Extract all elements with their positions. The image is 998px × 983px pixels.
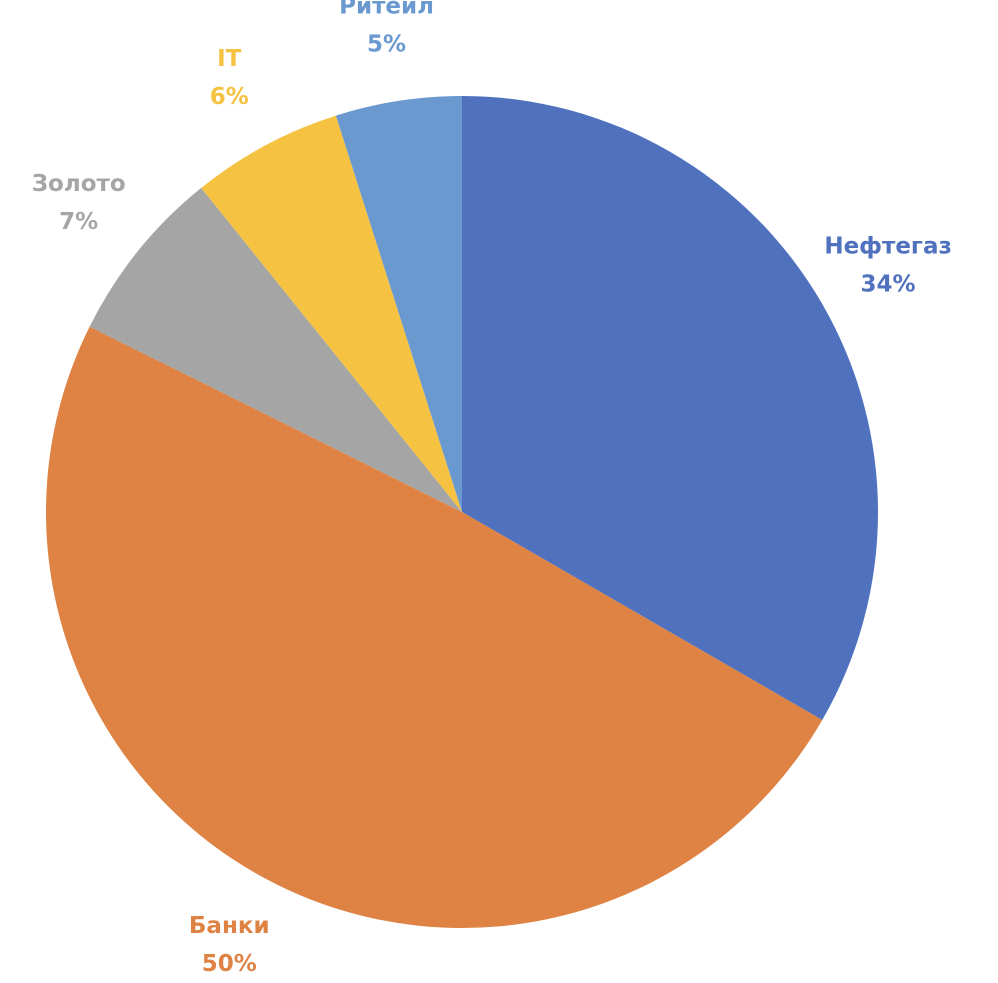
pie-slice	[45, 326, 823, 929]
slice-label: Банки	[189, 913, 270, 939]
slice-label: IT	[217, 46, 242, 72]
slice-value-label: 50%	[202, 951, 257, 977]
pie-slice	[462, 96, 878, 720]
pie-slice	[201, 115, 462, 513]
slice-value-label: 5%	[367, 31, 406, 57]
pie-slice	[89, 187, 463, 513]
slice-value-label: 34%	[861, 272, 916, 298]
slice-label: Ритейл	[339, 0, 434, 19]
pie-slice	[335, 96, 462, 512]
slice-label: Золото	[32, 171, 126, 197]
slice-value-label: 7%	[59, 209, 98, 235]
slice-value-label: 6%	[210, 84, 249, 110]
slice-label: Нефтегаз	[824, 234, 952, 260]
